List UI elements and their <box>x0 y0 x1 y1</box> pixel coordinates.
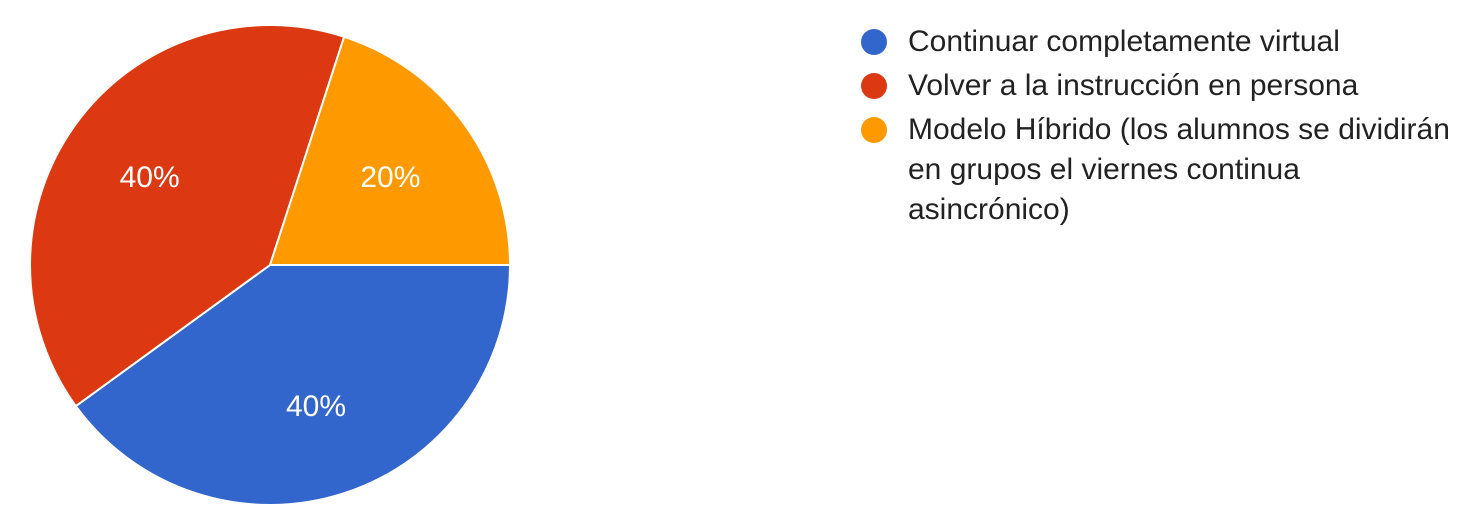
pie-slice <box>268 35 512 266</box>
legend-swatch <box>861 29 887 55</box>
legend-item: Modelo Híbrido (los alumnos se dividirán… <box>858 110 1458 230</box>
slice-percent-label: 40% <box>120 161 180 194</box>
pie-slice <box>29 24 346 408</box>
legend-label: Continuar completamente virtual <box>908 25 1340 58</box>
pie-slices <box>29 24 512 506</box>
legend-label: Modelo Híbrido (los alumnos se dividirán… <box>908 113 1450 226</box>
slice-percent-label: 20% <box>360 161 420 194</box>
legend-swatch <box>861 73 887 99</box>
pie-slice <box>74 264 512 506</box>
legend-item: Continuar completamente virtual <box>858 22 1458 62</box>
legend-item: Volver a la instrucción en persona <box>858 66 1458 106</box>
slice-percent-label: 40% <box>286 390 346 423</box>
chart-legend: Continuar completamente virtual Volver a… <box>858 22 1458 234</box>
legend-swatch <box>861 117 887 143</box>
legend-label: Volver a la instrucción en persona <box>908 69 1359 102</box>
pie-slice-labels: 40% 40% 20% <box>120 161 421 423</box>
